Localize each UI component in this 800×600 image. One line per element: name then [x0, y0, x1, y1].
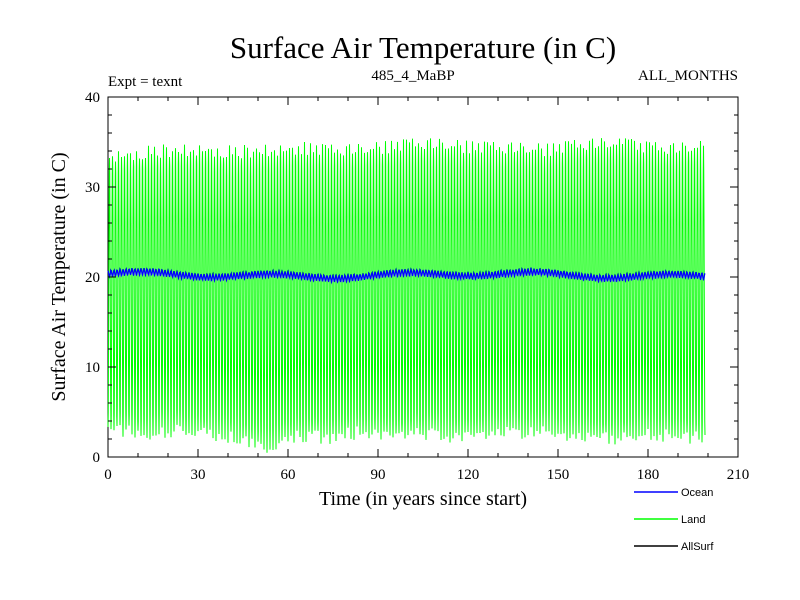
- chart-title: Surface Air Temperature (in C): [230, 30, 616, 65]
- x-tick-label: 0: [104, 467, 112, 483]
- ocean-series: [107, 266, 706, 285]
- y-tick-label: 20: [85, 270, 100, 286]
- plot-area: 0 30 60 90 120 150 180 210 0 10 20 30 40: [85, 90, 749, 483]
- run-label: 485_4_MaBP: [371, 68, 454, 84]
- land-line: [107, 138, 706, 453]
- legend-label-land: Land: [681, 514, 705, 526]
- x-tick-label: 210: [727, 467, 750, 483]
- legend-label-ocean: Ocean: [681, 487, 713, 499]
- ocean-line: [107, 266, 706, 285]
- y-tick-label: 10: [85, 360, 100, 376]
- axis-ticks: 0 30 60 90 120 150 180 210 0 10 20 30 40: [85, 90, 749, 483]
- x-tick-label: 30: [191, 467, 206, 483]
- y-tick-label: 0: [93, 450, 101, 466]
- x-tick-label: 150: [547, 467, 570, 483]
- legend-label-allsurf: AllSurf: [681, 541, 714, 553]
- months-label: ALL_MONTHS: [638, 68, 738, 84]
- land-series: [107, 138, 706, 453]
- x-tick-label: 180: [637, 467, 660, 483]
- x-axis-label: Time (in years since start): [319, 488, 527, 510]
- x-tick-label: 60: [281, 467, 296, 483]
- y-tick-label: 40: [85, 90, 100, 106]
- x-tick-label: 120: [457, 467, 480, 483]
- y-axis-label: Surface Air Temperature (in C): [48, 152, 70, 401]
- x-tick-label: 90: [371, 467, 386, 483]
- expt-label: Expt = texnt: [108, 74, 183, 90]
- legend: Ocean Land AllSurf: [634, 487, 714, 553]
- y-tick-label: 30: [85, 180, 100, 196]
